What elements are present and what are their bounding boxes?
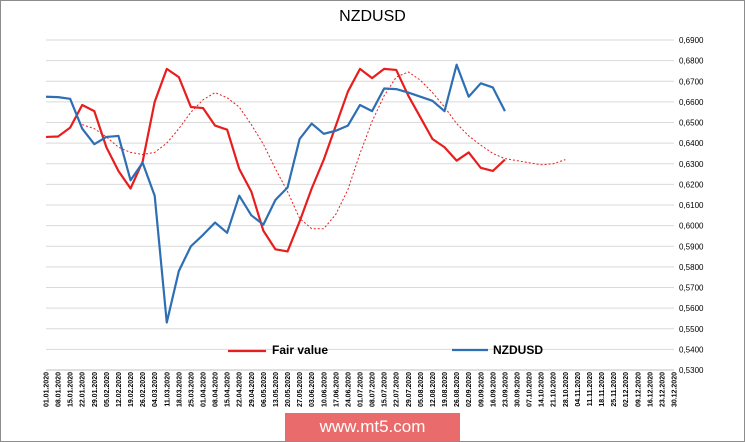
x-tick-label: 23.12.2020 (659, 372, 666, 407)
x-tick-label: 17.06.2020 (333, 372, 340, 407)
x-tick-label: 14.10.2020 (539, 372, 546, 407)
x-tick-label: 29.07.2020 (406, 372, 413, 407)
x-tick-label: 12.02.2020 (116, 372, 123, 407)
y-tick-label: 0,5900 (679, 242, 704, 251)
x-tick-label: 18.11.2020 (599, 372, 606, 407)
x-tick-label: 04.03.2020 (152, 372, 159, 407)
y-tick-label: 0,6800 (679, 57, 704, 66)
x-tick-label: 03.06.2020 (309, 372, 316, 407)
series-line-dotted (82, 71, 566, 230)
y-tick-label: 0,6500 (679, 119, 704, 128)
x-tick-label: 09.12.2020 (635, 372, 642, 407)
x-tick-label: 07.10.2020 (527, 372, 534, 407)
x-tick-label: 26.02.2020 (140, 372, 147, 407)
x-tick-label: 19.02.2020 (128, 372, 135, 407)
x-tick-label: 15.04.2020 (225, 372, 232, 407)
x-tick-label: 24.06.2020 (345, 372, 352, 407)
y-tick-label: 0,6200 (679, 180, 704, 189)
y-tick-label: 0,6100 (679, 201, 704, 210)
x-tick-label: 11.11.2020 (587, 372, 594, 406)
x-tick-label: 10.06.2020 (321, 372, 328, 407)
x-tick-label: 11.03.2020 (164, 372, 171, 407)
y-tick-label: 0,5400 (679, 345, 704, 354)
x-tick-label: 19.08.2020 (442, 372, 449, 407)
series-line-fair-value (45, 67, 506, 253)
y-tick-label: 0,6300 (679, 160, 704, 169)
y-tick-label: 0,5500 (679, 325, 704, 334)
x-tick-label: 15.01.2020 (68, 372, 75, 407)
y-tick-label: 0,6700 (679, 77, 704, 86)
x-tick-label: 02.09.2020 (466, 372, 473, 407)
x-tick-label: 16.09.2020 (490, 372, 497, 407)
chart-title: NZDUSD (339, 8, 406, 25)
x-tick-label: 05.08.2020 (418, 372, 425, 407)
y-tick-label: 0,6900 (679, 36, 704, 45)
x-tick-label: 18.03.2020 (176, 372, 183, 407)
x-tick-label: 20.05.2020 (285, 372, 292, 407)
x-tick-label: 02.12.2020 (623, 372, 630, 407)
x-tick-label: 16.12.2020 (647, 372, 654, 407)
x-tick-label: 08.01.2020 (56, 372, 63, 407)
y-tick-label: 0,6400 (679, 139, 704, 148)
x-tick-label: 01.01.2020 (44, 372, 51, 407)
legend-label-nzdusd: NZDUSD (493, 343, 543, 357)
x-tick-label: 09.09.2020 (478, 372, 485, 407)
x-tick-label: 23.09.2020 (502, 372, 509, 407)
x-tick-label: 26.08.2020 (454, 372, 461, 407)
x-tick-label: 08.04.2020 (213, 372, 220, 407)
y-tick-label: 0,5300 (679, 366, 704, 375)
x-tick-label: 22.04.2020 (237, 372, 244, 407)
x-tick-label: 06.05.2020 (261, 372, 268, 407)
x-tick-label: 30.12.2020 (672, 372, 679, 407)
x-tick-label: 04.11.2020 (575, 372, 582, 407)
x-tick-label: 05.02.2020 (104, 372, 111, 407)
y-tick-label: 0,5600 (679, 304, 704, 313)
y-tick-label: 0,5700 (679, 284, 704, 293)
legend-label-fair-value: Fair value (272, 343, 329, 357)
y-tick-label: 0,6600 (679, 98, 704, 107)
watermark: www.mt5.com (285, 413, 460, 441)
x-tick-label: 08.07.2020 (370, 372, 377, 407)
x-tick-label: 01.07.2020 (358, 372, 365, 407)
x-tick-label: 22.07.2020 (394, 372, 401, 407)
x-tick-label: 21.10.2020 (551, 372, 558, 407)
x-tick-label: 29.01.2020 (92, 372, 99, 407)
x-tick-label: 25.11.2020 (611, 372, 618, 407)
x-tick-label: 15.07.2020 (382, 372, 389, 407)
x-tick-label: 12.08.2020 (430, 372, 437, 407)
series-line-nzdusd (45, 63, 506, 324)
x-tick-label: 29.04.2020 (249, 372, 256, 407)
y-tick-label: 0,6000 (679, 222, 704, 231)
x-tick-label: 01.04.2020 (201, 372, 208, 407)
x-tick-label: 30.09.2020 (515, 372, 522, 407)
x-tick-label: 27.05.2020 (297, 372, 304, 407)
x-tick-label: 28.10.2020 (563, 372, 570, 407)
x-tick-label: 22.01.2020 (80, 372, 87, 407)
x-tick-label: 25.03.2020 (188, 372, 195, 407)
y-tick-label: 0,5800 (679, 263, 704, 272)
x-tick-label: 13.05.2020 (273, 372, 280, 407)
